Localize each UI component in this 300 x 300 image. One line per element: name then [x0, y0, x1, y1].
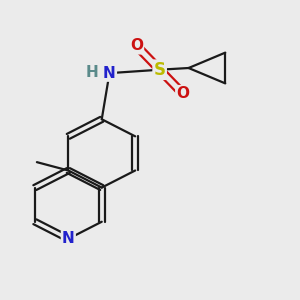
- Text: H: H: [86, 65, 98, 80]
- Text: N: N: [62, 231, 75, 246]
- Text: S: S: [154, 61, 166, 79]
- Text: O: O: [176, 86, 189, 101]
- Text: N: N: [103, 66, 116, 81]
- Text: O: O: [130, 38, 143, 53]
